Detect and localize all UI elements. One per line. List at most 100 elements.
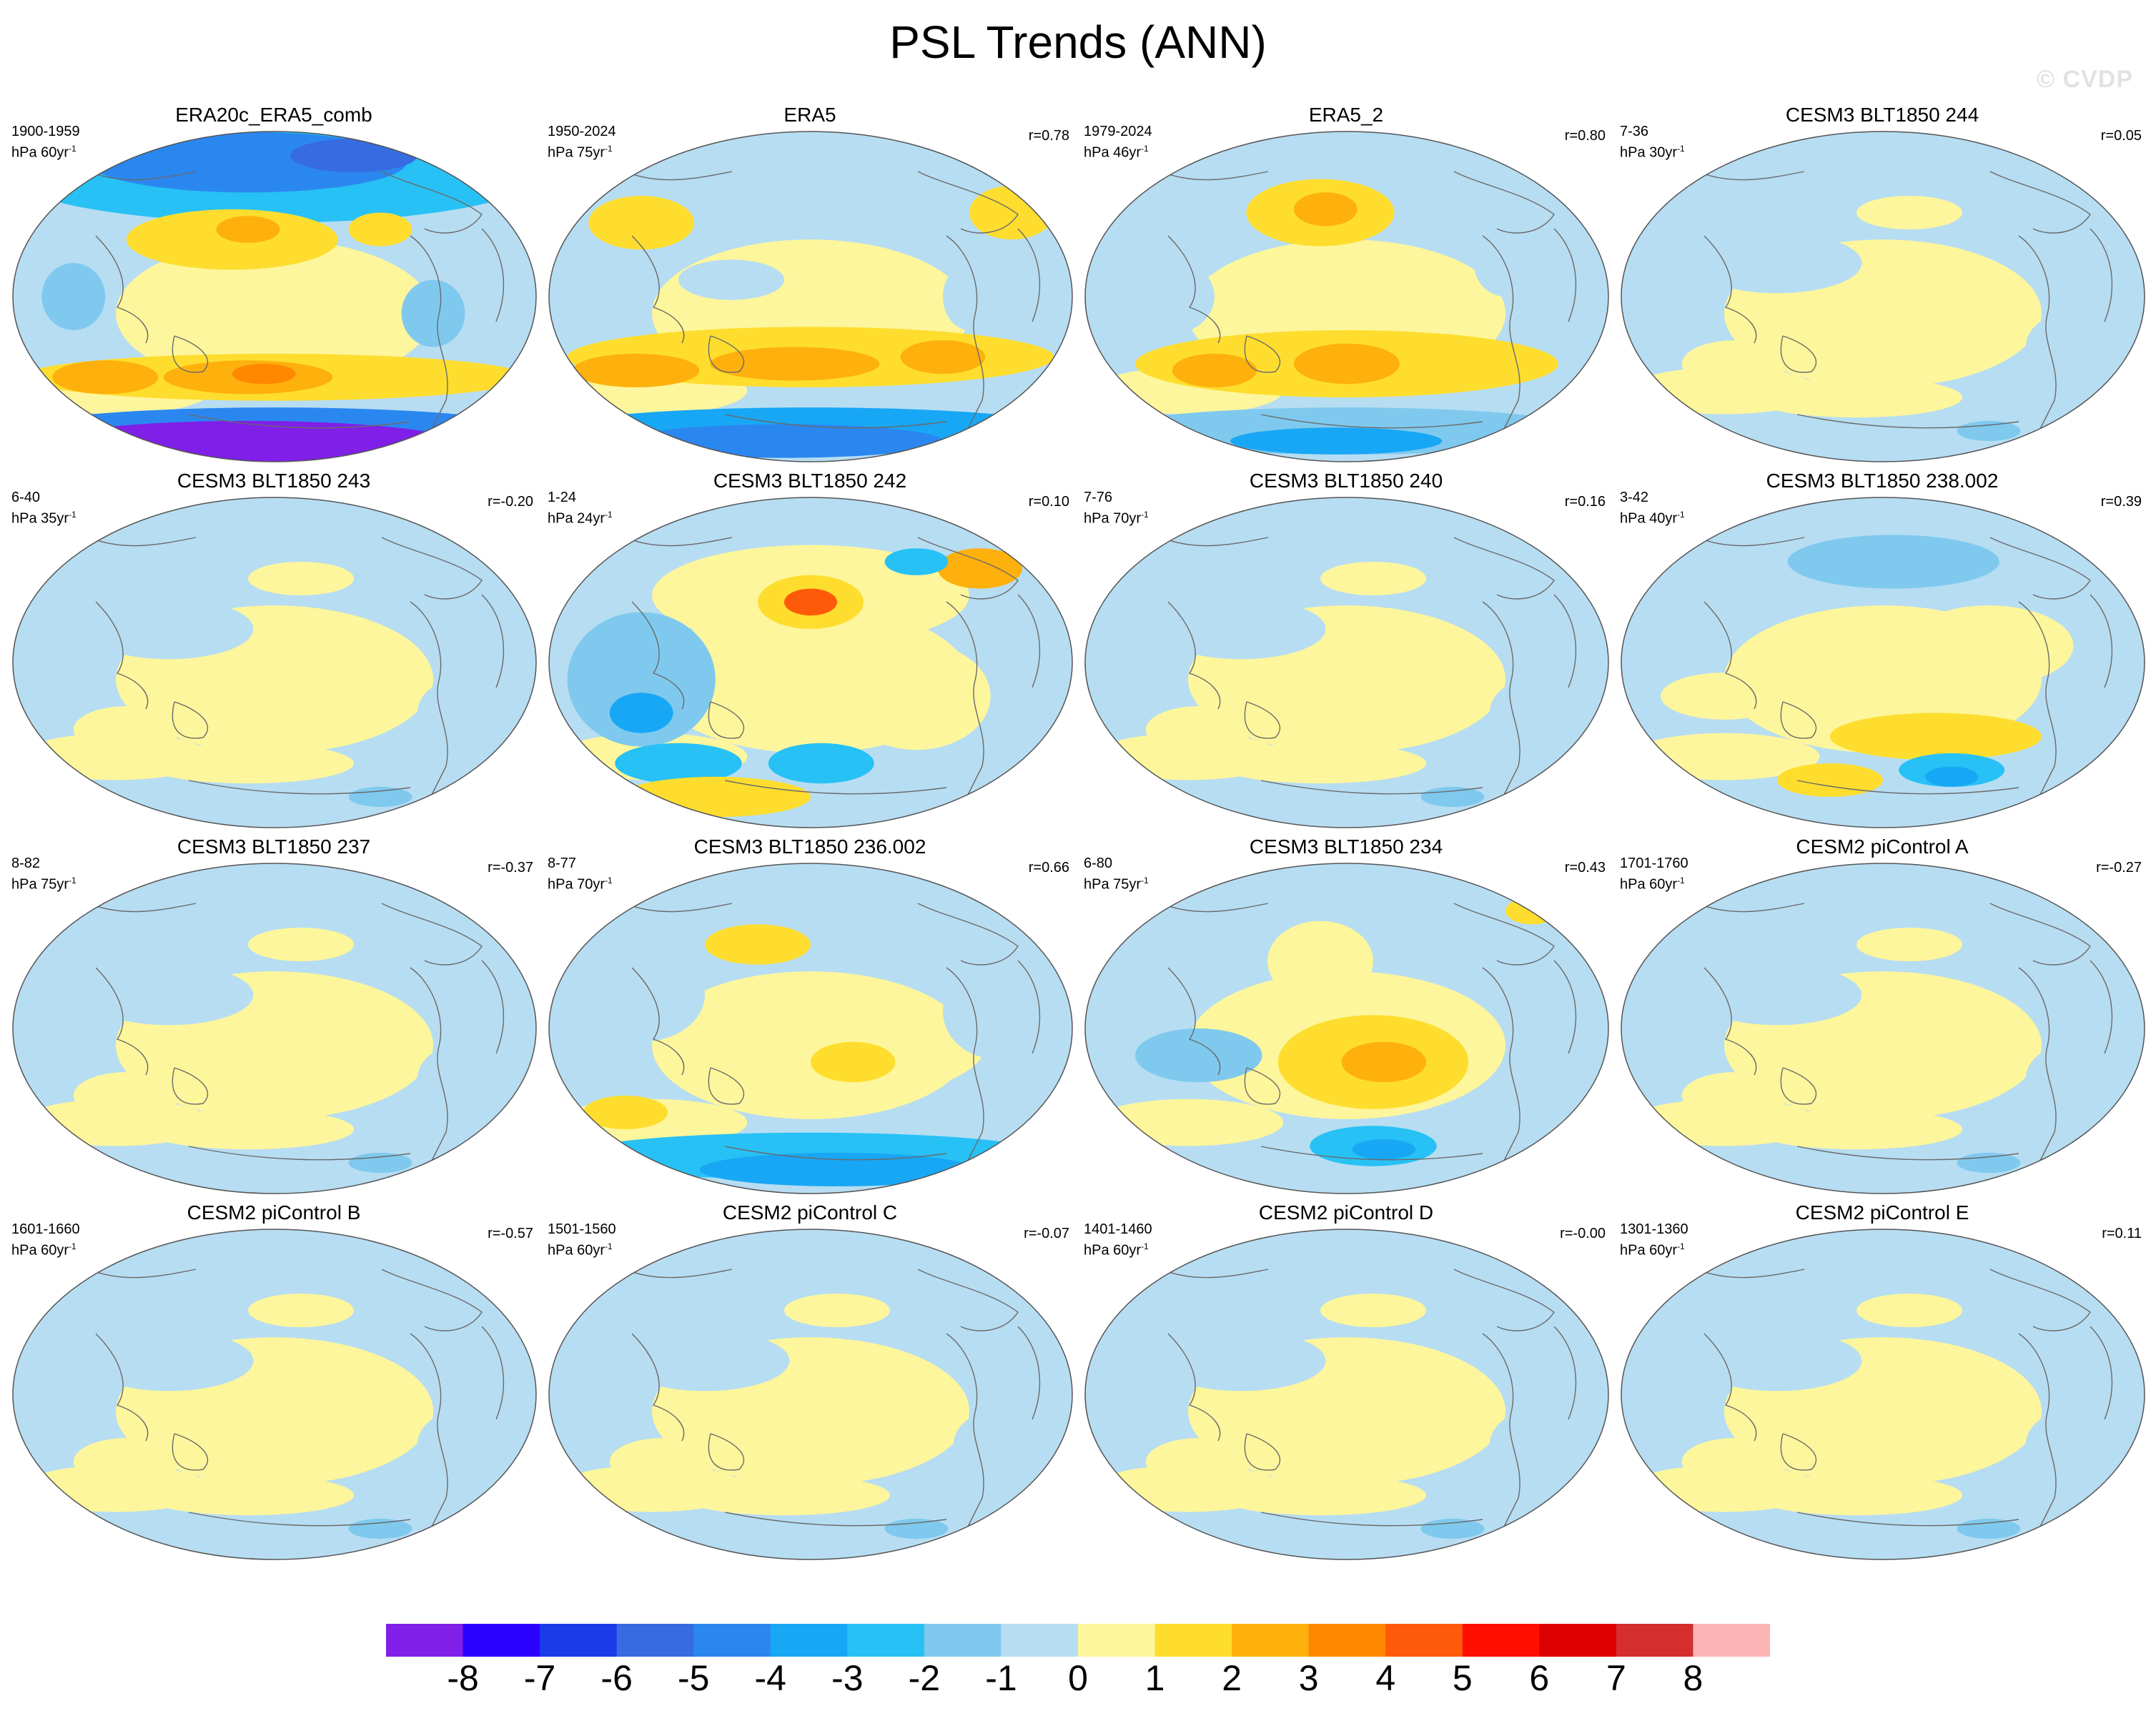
map-panel: CESM2 piControl E 1301-1360 hPa 60yr-1 r=0.… xyxy=(1614,1198,2150,1560)
colorbar-tick-label: -5 xyxy=(677,1658,710,1698)
panel-correlation: r=-0.57 xyxy=(488,1226,533,1241)
trend-region xyxy=(1978,1300,2085,1354)
panel-units: hPa 75yr-1 xyxy=(548,144,613,161)
panel-correlation: r=0.78 xyxy=(1028,128,1069,144)
robinson-map xyxy=(1621,131,2145,462)
trend-region xyxy=(1851,1371,2042,1452)
coastlines xyxy=(624,537,1041,795)
trend-region xyxy=(1856,928,1962,961)
trend-region xyxy=(1904,605,2074,686)
colorbar-labels: -8 -7 -6 -5 -4 -3 -2 -1 0 1 2 3 4 5 6 7 8 xyxy=(386,1657,1770,1700)
trend-region xyxy=(348,1518,412,1539)
coastlines xyxy=(1696,1269,2113,1527)
coastlines xyxy=(88,537,505,795)
robinson-map xyxy=(1621,863,2145,1194)
panel-title: ERA5 xyxy=(783,104,836,126)
trend-region xyxy=(847,212,933,247)
robinson-map xyxy=(1621,1229,2145,1560)
trend-region xyxy=(1751,1109,1962,1150)
trend-region xyxy=(1655,928,1741,995)
colorbar-tick-label: 0 xyxy=(1068,1658,1088,1698)
panel-title: CESM3 BLT1850 240 xyxy=(1249,470,1443,492)
trend-region xyxy=(46,562,132,629)
panel-title: CESM2 piControl E xyxy=(1795,1201,1969,1224)
trend-region xyxy=(1442,568,1548,623)
trend-region xyxy=(699,1152,975,1186)
robinson-map xyxy=(1621,497,2145,828)
map-panel: CESM3 BLT1850 234 6-80 hPa 75yr-1 r=0.43 xyxy=(1078,832,1614,1194)
panel-years: 8-77 xyxy=(548,855,577,871)
panel-units: hPa 35yr-1 xyxy=(11,510,76,527)
colorbar-swatch xyxy=(1539,1624,1617,1657)
panel-years: 1979-2024 xyxy=(1084,124,1152,139)
trend-region xyxy=(370,934,476,988)
colorbar-swatch xyxy=(616,1624,694,1657)
trend-region xyxy=(1119,562,1205,629)
trend-region xyxy=(348,212,412,247)
robinson-map xyxy=(12,1229,537,1560)
coastlines xyxy=(1696,903,2113,1161)
trend-region xyxy=(1442,1300,1548,1354)
colorbar-swatch xyxy=(924,1624,1002,1657)
trend-region xyxy=(884,548,949,575)
panel-title: CESM3 BLT1850 234 xyxy=(1249,835,1443,858)
trend-region xyxy=(1692,964,1862,1026)
robinson-map xyxy=(548,863,1073,1194)
trend-region xyxy=(52,360,159,395)
trend-region xyxy=(969,185,1054,240)
trend-region xyxy=(1352,1139,1416,1160)
colorbar-swatch xyxy=(1308,1624,1386,1657)
map-panel: CESM2 piControl D 1401-1460 hPa 60yr-1 r=-0… xyxy=(1078,1198,1614,1560)
panel-units: hPa 24yr-1 xyxy=(548,510,613,527)
trend-region xyxy=(1655,1294,1741,1361)
panel-units: hPa 60yr-1 xyxy=(1084,1241,1149,1259)
trend-region xyxy=(1787,535,1999,589)
trend-region xyxy=(84,1330,254,1392)
colorbar-swatch xyxy=(463,1624,540,1657)
colorbar-swatch xyxy=(1078,1624,1156,1657)
colorbar xyxy=(386,1624,1770,1657)
trend-region xyxy=(1420,786,1485,808)
trend-region xyxy=(1851,273,2042,354)
colorbar-tick-label: -6 xyxy=(600,1658,633,1698)
trend-region xyxy=(1473,229,1538,297)
trend-region xyxy=(1172,353,1257,387)
panel-correlation: r=-0.27 xyxy=(2096,860,2142,876)
trend-region xyxy=(142,743,354,784)
trend-region xyxy=(1830,713,2042,760)
robinson-map xyxy=(548,1229,1073,1560)
colorbar-swatch xyxy=(1462,1624,1540,1657)
trend-region xyxy=(1661,673,1788,720)
trend-region xyxy=(84,964,254,1026)
colorbar-swatch xyxy=(1385,1624,1463,1657)
map-panel: CESM2 piControl C 1501-1560 hPa 60yr-1 r=-0… xyxy=(542,1198,1078,1560)
colorbar-swatch xyxy=(847,1624,925,1657)
coastlines xyxy=(1160,171,1577,430)
panel-correlation: r=0.80 xyxy=(1564,128,1606,144)
coastlines xyxy=(624,171,1041,430)
trend-region xyxy=(943,263,996,330)
robinson-map xyxy=(12,497,537,828)
map-panel: CESM3 BLT1850 244 7-36 hPa 30yr-1 r=0.05 xyxy=(1614,100,2150,462)
trend-region xyxy=(1978,202,2085,257)
trend-region xyxy=(46,1294,132,1361)
colorbar-tick-label: 4 xyxy=(1375,1658,1396,1698)
panel-years: 1601-1660 xyxy=(11,1221,80,1237)
trend-region xyxy=(705,924,811,965)
panel-title: CESM3 BLT1850 244 xyxy=(1785,104,1979,126)
coastlines xyxy=(1696,537,2113,795)
trend-region xyxy=(768,743,874,784)
trend-region xyxy=(370,1300,476,1354)
trend-region xyxy=(1230,427,1443,455)
trend-region xyxy=(142,1474,354,1516)
trend-region xyxy=(1681,1072,1788,1119)
panel-years: 7-76 xyxy=(1084,490,1113,505)
trend-region xyxy=(953,1411,1039,1479)
trend-region xyxy=(73,706,179,753)
trend-region xyxy=(1856,196,1962,229)
trend-region xyxy=(1215,743,1426,784)
map-panel: CESM3 BLT1850 237 8-82 hPa 75yr-1 r=-0.37 xyxy=(6,832,542,1194)
map-panel: CESM3 BLT1850 236.002 8-77 hPa 70yr-1 r=0.6… xyxy=(542,832,1078,1194)
trend-region xyxy=(1453,934,1558,988)
trend-region xyxy=(943,964,1049,1059)
